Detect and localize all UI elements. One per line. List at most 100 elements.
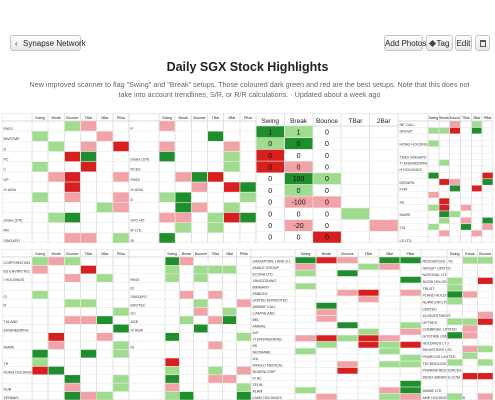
column-header: PBar — [117, 252, 126, 256]
column-header: Swing — [162, 116, 172, 120]
stock-name: SINGAPORE LAND & L — [253, 259, 291, 263]
column-header: TBar — [85, 116, 94, 120]
column-header: Break — [440, 116, 450, 120]
stock-name: UP — [4, 178, 10, 182]
stock-name: INARE — [4, 345, 16, 349]
signal-value: 0 — [297, 165, 301, 172]
stock-name: I HOLDINGS — [4, 278, 25, 282]
stock-name: DEEARN — [400, 181, 415, 185]
column-header: TBar — [365, 252, 374, 256]
back-button-label: Synapse Network — [23, 39, 86, 48]
stock-name: EMBODY — [253, 292, 269, 296]
column-header: Swing — [450, 252, 460, 256]
column-header: Bounce — [479, 252, 491, 256]
stock-name: TEAD SINGAPO — [400, 155, 427, 159]
signal-value: 0 — [325, 141, 329, 148]
stock-name: NE CALL — [400, 123, 415, 127]
stock-name: SIL — [400, 200, 405, 204]
delete-button[interactable] — [475, 35, 490, 51]
stock-name: IUP — [253, 331, 260, 335]
stock-name: D — [131, 198, 134, 202]
signal-value: 0 — [325, 188, 329, 195]
column-header: PBar — [407, 252, 416, 256]
stock-name: IV BC — [253, 376, 263, 380]
stock-name: CORPORATION — [4, 261, 31, 265]
signal-value: 0 — [325, 211, 329, 218]
column-header: Swing — [167, 252, 177, 256]
scanner-table-7: Swing Break Bounce TBar 2Bar PBar SINGAPORE LA… — [251, 249, 421, 400]
column-header: 2Bar — [101, 252, 109, 256]
column-header: 2Bar — [101, 116, 109, 120]
stock-name: BODENCORP — [253, 370, 277, 374]
add-photos-button[interactable]: Add Photos — [384, 35, 426, 51]
stock-name: (Index (STI) — [4, 218, 23, 222]
signal-value: 0 — [325, 129, 329, 136]
scanner-table-6: Swing Break Bounce TBar 2Bar PBar RING ID SINGAP… — [129, 249, 251, 400]
stock-name: AMALE GROUP — [253, 266, 280, 270]
column-header: 2Bar — [226, 252, 234, 256]
trash-icon — [479, 40, 486, 48]
scanner-table-3: Swing Break Bounce TBar 2Bar 1 1 0 0 0 0 0 0 0 0 0 0 0 100… — [256, 113, 398, 243]
stock-name: PASS — [131, 178, 141, 182]
column-header: TBar — [348, 118, 363, 125]
stock-name: ANIME LTD — [423, 389, 442, 393]
stock-name: NWSTME — [4, 137, 21, 141]
stock-name: TH — [4, 362, 9, 366]
scanner-table-8: Swing Break Bounce RESOURCES LTD GROUP LIMIT… — [421, 249, 493, 400]
signal-value: 0 — [297, 188, 301, 195]
stock-name: ENGINEERING — [4, 329, 29, 333]
edit-button[interactable]: Edit — [455, 35, 472, 51]
stock-name: ID — [131, 239, 135, 243]
back-to-network-button[interactable]: ‹ Synapse Network — [10, 35, 86, 51]
signal-value: 0 — [325, 153, 329, 160]
stock-name: PASS — [4, 127, 14, 131]
stock-name: GOSTIME LIMITED — [423, 335, 455, 339]
tag-icon — [428, 40, 436, 48]
stock-name: ALAM — [253, 389, 263, 393]
column-header: 2Bar — [377, 118, 392, 125]
stock-name: ANIMAL — [253, 324, 266, 328]
column-header: Bounce — [341, 252, 353, 256]
column-header: Bounce — [66, 116, 78, 120]
stock-name: IRI — [253, 344, 258, 348]
signal-value: 0 — [325, 223, 329, 230]
stock-name: EROTEC — [131, 303, 146, 307]
stock-name: TUI — [400, 226, 406, 230]
stock-name: IP LTD. — [131, 229, 143, 233]
stock-name: N — [4, 303, 7, 307]
stock-name: IX ASIA — [131, 329, 144, 333]
stock-name: SVO HO — [131, 218, 145, 222]
scanner-table-2: Swing Break Bounce TBar 2Bar PBar P (Index (STI… — [129, 113, 256, 243]
signal-value: -20 — [294, 223, 304, 230]
stock-name: RN — [4, 229, 10, 233]
column-header: PBar — [117, 116, 126, 120]
stock-name: ZEON — [253, 383, 263, 387]
column-header: Break — [179, 116, 189, 120]
album-description: New improved scanner to flag "Swing" and… — [29, 80, 470, 99]
stock-name: PLAND HOLDINGS — [423, 294, 455, 298]
signal-value: 0 — [297, 153, 301, 160]
column-header: Break — [182, 252, 192, 256]
page-title: Daily SGX Stock Highlights — [166, 60, 329, 74]
stock-name: RCES — [131, 168, 142, 172]
stock-name: PC — [4, 157, 9, 161]
stock-scanner-collage[interactable]: Swing Break Bounce TBar 2Bar PBar PASS NWSTME D P… — [2, 113, 493, 400]
column-header: Swing — [301, 252, 311, 256]
signal-value: 0 — [297, 141, 301, 148]
column-header: Swing — [35, 252, 45, 256]
stock-name: H HOLDINGS — [400, 168, 423, 172]
column-header: Bounce — [195, 252, 207, 256]
stock-name: LIMITED — [423, 307, 438, 311]
column-header: Swing — [35, 116, 45, 120]
stock-name: TI ENGINEERING — [400, 162, 430, 166]
stock-name: P — [131, 127, 134, 131]
tag-button[interactable]: Tag — [426, 35, 453, 51]
stock-name: ID — [131, 286, 135, 290]
stock-name: INDEX BANKING.COM — [423, 375, 461, 379]
column-header: TBar — [462, 116, 471, 120]
signal-value: 0 — [325, 235, 329, 242]
stock-name: TRUST — [423, 287, 436, 291]
stock-name: LAND HOLDINGS — [253, 396, 283, 400]
signal-value: 0 — [297, 211, 301, 218]
stock-name: CI — [4, 295, 8, 299]
